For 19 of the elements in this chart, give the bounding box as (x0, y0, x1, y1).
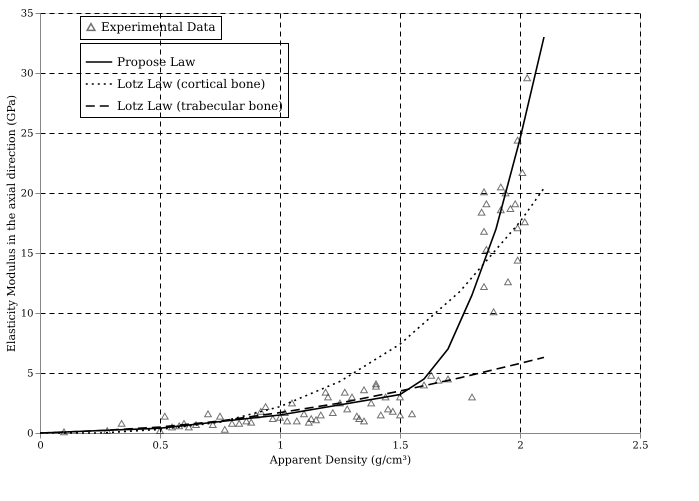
y-tick-label: 35 (20, 8, 34, 20)
legend-label: Propose Law (117, 55, 196, 69)
y-tick-label: 10 (20, 308, 34, 320)
x-tick-label: 1 (277, 440, 284, 452)
x-tick-label: 2.5 (632, 440, 648, 452)
x-tick-label: 0 (37, 440, 44, 452)
x-tick-label: 0.5 (152, 440, 168, 452)
y-axis-title: Elasticity Modulus in the axial direction (GPa) (4, 94, 18, 352)
y-tick-label: 5 (27, 368, 34, 380)
y-tick-label: 0 (27, 428, 34, 440)
x-tick-label: 1.5 (392, 440, 408, 452)
legend-label: Lotz Law (cortical bone) (117, 77, 266, 91)
x-axis-title: Apparent Density (g/cm³) (268, 454, 412, 466)
y-tick-label: 25 (20, 128, 34, 140)
y-tick-label: 20 (20, 188, 34, 200)
legend-label: Experimental Data (101, 20, 216, 34)
x-tick-label: 2 (517, 440, 524, 452)
y-tick-label: 30 (20, 68, 34, 80)
y-tick-label: 15 (20, 248, 34, 260)
